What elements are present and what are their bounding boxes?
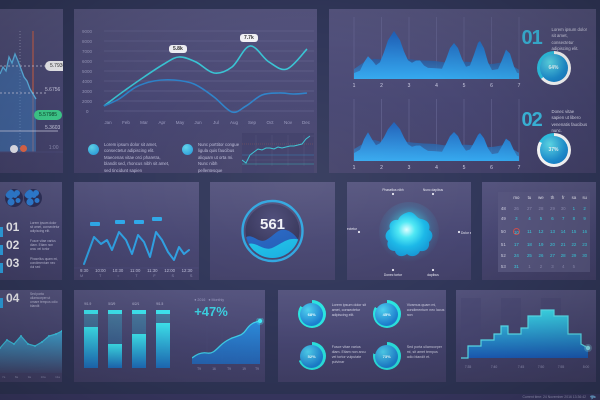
svg-text:4000: 4000: [82, 79, 93, 84]
svg-text:7:50: 7:50: [538, 365, 545, 369]
svg-text:3: 3: [407, 165, 410, 171]
svg-text:1: 1: [352, 83, 355, 89]
svg-text:6: 6: [490, 165, 493, 171]
svg-text:dapibus: dapibus: [427, 273, 439, 277]
svg-text:T9: T9: [227, 367, 231, 371]
svg-text:Aug: Aug: [230, 120, 239, 125]
svg-text:2: 2: [380, 165, 383, 171]
svg-text:7: 7: [517, 83, 520, 89]
svg-text:Jan: Jan: [104, 120, 112, 125]
svg-text:7:35: 7:35: [465, 365, 472, 369]
svg-text:Donec tortor: Donec tortor: [383, 273, 402, 277]
svg-text:19: 19: [242, 367, 246, 371]
svg-text:2: 2: [380, 83, 383, 89]
svg-text:5000: 5000: [82, 69, 93, 74]
svg-text:Nov: Nov: [284, 120, 293, 125]
svg-text:9000: 9000: [82, 29, 93, 34]
svg-text:Jun: Jun: [194, 120, 202, 125]
svg-text:7:45: 7:45: [518, 365, 525, 369]
svg-text:0: 0: [86, 109, 89, 114]
svg-text:7:40: 7:40: [491, 365, 498, 369]
svg-text:4: 4: [435, 165, 438, 171]
svg-text:16: 16: [212, 367, 216, 371]
svg-text:7000: 7000: [82, 49, 93, 54]
svg-text:Dolor sit: Dolor sit: [461, 231, 472, 235]
svg-text:Dec: Dec: [302, 120, 311, 125]
svg-text:Feb: Feb: [122, 120, 130, 125]
svg-text:4: 4: [435, 83, 438, 89]
svg-text:T9: T9: [255, 367, 259, 371]
svg-text:Sep: Sep: [248, 120, 257, 125]
svg-text:Jul: Jul: [213, 120, 219, 125]
svg-text:3: 3: [407, 83, 410, 89]
svg-text:May: May: [176, 120, 185, 125]
svg-text:5: 5: [462, 165, 465, 171]
svg-text:6000: 6000: [82, 59, 93, 64]
svg-text:5: 5: [462, 83, 465, 89]
svg-text:7:55: 7:55: [558, 365, 565, 369]
svg-text:Mar: Mar: [140, 120, 148, 125]
svg-text:3000: 3000: [82, 89, 93, 94]
svg-text:8000: 8000: [82, 39, 93, 44]
svg-text:Oct: Oct: [266, 120, 274, 125]
svg-text:6: 6: [490, 83, 493, 89]
svg-text:Nunc dapibus: Nunc dapibus: [422, 188, 443, 192]
svg-text:8:00: 8:00: [583, 365, 590, 369]
svg-text:T9: T9: [197, 367, 201, 371]
svg-text:561: 561: [260, 216, 285, 233]
svg-text:1: 1: [352, 165, 355, 171]
svg-text:Apr: Apr: [158, 120, 166, 125]
svg-text:2000: 2000: [82, 99, 93, 104]
svg-text:Consectetur: Consectetur: [347, 227, 358, 231]
svg-text:Phasellus nibh: Phasellus nibh: [382, 188, 404, 192]
svg-text:7: 7: [517, 165, 520, 171]
